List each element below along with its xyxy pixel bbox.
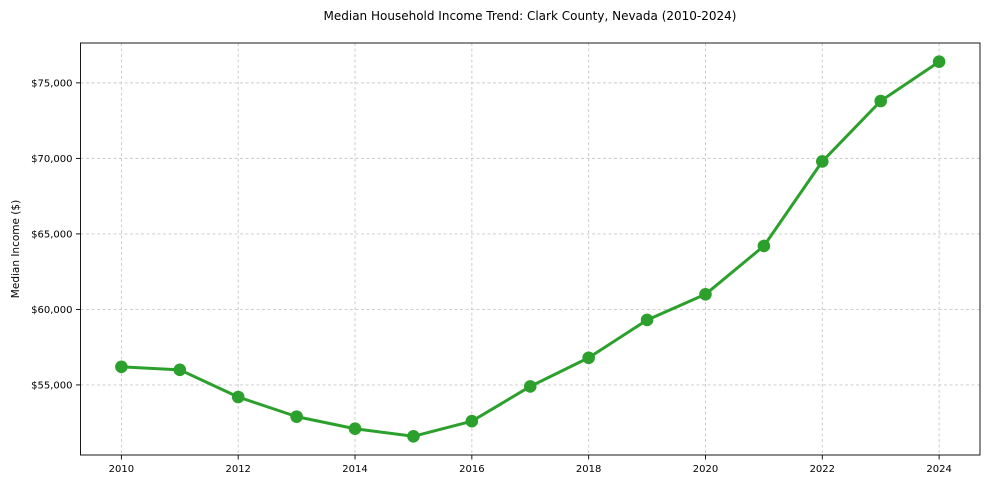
gridlines — [80, 43, 980, 455]
chart-title: Median Household Income Trend: Clark Cou… — [323, 9, 737, 23]
y-tick-labels: $55,000 $60,000 $65,000 $70,000 $75,000 — [31, 78, 72, 391]
svg-text:2016: 2016 — [459, 464, 484, 475]
svg-text:$60,000: $60,000 — [31, 305, 72, 316]
plot-border — [80, 42, 981, 456]
svg-text:$55,000: $55,000 — [31, 380, 72, 391]
svg-text:2024: 2024 — [926, 464, 951, 475]
x-tick-labels: 2010 2012 2014 2016 2018 2020 2022 2024 — [109, 464, 952, 475]
data-point-markers — [115, 55, 946, 443]
svg-text:$75,000: $75,000 — [31, 78, 72, 89]
svg-text:2014: 2014 — [342, 464, 367, 475]
svg-text:2012: 2012 — [225, 464, 250, 475]
svg-text:$65,000: $65,000 — [31, 229, 72, 240]
svg-text:2022: 2022 — [810, 464, 835, 475]
svg-text:2010: 2010 — [109, 464, 134, 475]
axis-ticks — [76, 82, 940, 460]
data-series-line — [119, 60, 941, 438]
svg-text:2020: 2020 — [693, 464, 718, 475]
svg-text:$70,000: $70,000 — [31, 154, 72, 165]
svg-text:2018: 2018 — [576, 464, 601, 475]
